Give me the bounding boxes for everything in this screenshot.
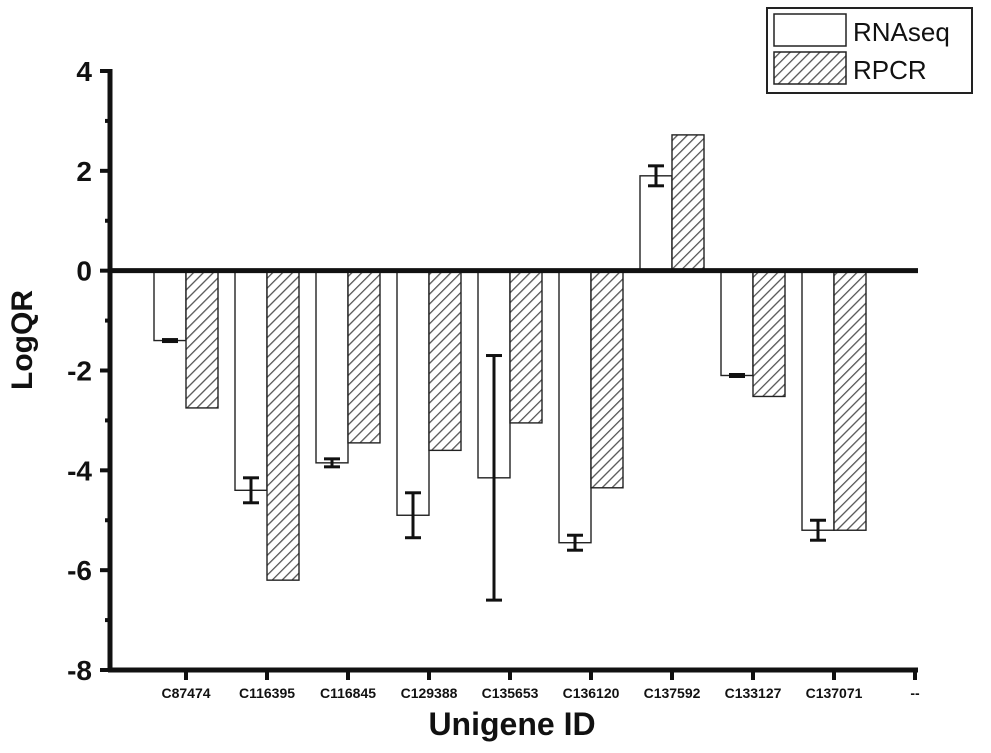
y-tick-label: -6 <box>67 555 92 586</box>
legend-swatch-rnaseq <box>773 13 847 47</box>
bar-rnaseq-c87474 <box>153 269 187 342</box>
bar-rnaseq-c137592 <box>639 175 673 272</box>
y-tick-label: 0 <box>76 256 92 287</box>
x-tick-label: C87474 <box>161 685 210 701</box>
bar-rnaseq-c116395 <box>234 269 268 491</box>
y-axis-title: LogQR <box>6 290 39 390</box>
x-tick-label: C135653 <box>482 685 539 701</box>
error-bar-c136120 <box>567 533 583 552</box>
y-tick-label: -2 <box>67 356 92 387</box>
bar-rpcr-c116845 <box>347 269 381 444</box>
bar-rpcr-c133127 <box>752 269 786 398</box>
bar-rpcr-c87474 <box>185 269 219 409</box>
x-tick-label: C137071 <box>806 685 863 701</box>
bar-rpcr-c129388 <box>428 269 462 452</box>
error-bar-c135653 <box>486 354 502 602</box>
bar-rpcr-c136120 <box>590 269 624 489</box>
error-bar-c87474 <box>162 338 178 344</box>
error-bar-c137592 <box>648 164 664 188</box>
y-tick-label: -4 <box>67 455 92 486</box>
bar-rnaseq-c137071 <box>801 269 835 531</box>
legend-label-rpcr: RPCR <box>853 55 927 85</box>
bar-rnaseq-c133127 <box>720 269 754 377</box>
bar-rpcr-c116395 <box>266 269 300 581</box>
x-tick-label: C129388 <box>401 685 458 701</box>
bar-rpcr-c137071 <box>833 269 867 531</box>
error-bar-c116845 <box>324 457 340 469</box>
legend-label-rnaseq: RNAseq <box>853 17 950 47</box>
error-bar-c129388 <box>405 491 421 540</box>
x-tick-label: C116395 <box>239 685 295 701</box>
x-tick-label: C133127 <box>725 685 782 701</box>
bar-rpcr-c137592 <box>671 134 705 272</box>
error-bar-c137071 <box>810 518 826 542</box>
x-axis-title: Unigene ID <box>428 706 595 742</box>
x-tick-label: C137592 <box>644 685 701 701</box>
error-bar-c116395 <box>243 476 259 505</box>
error-bar-c133127 <box>729 372 745 378</box>
x-tick-label: C136120 <box>563 685 620 701</box>
x-tick-label: C116845 <box>320 685 376 701</box>
bar-rnaseq-c136120 <box>558 269 592 544</box>
bar-rnaseq-c116845 <box>315 269 349 464</box>
legend-swatch-rpcr <box>773 51 847 85</box>
y-tick-label: 2 <box>76 156 92 187</box>
y-tick-label: -8 <box>67 655 92 686</box>
legend: RNAseq RPCR <box>766 7 973 94</box>
x-tick-label: -- <box>910 685 920 701</box>
bar-rpcr-c135653 <box>509 269 543 424</box>
bar-rnaseq-c129388 <box>396 269 430 516</box>
y-tick-label: 4 <box>76 56 92 87</box>
